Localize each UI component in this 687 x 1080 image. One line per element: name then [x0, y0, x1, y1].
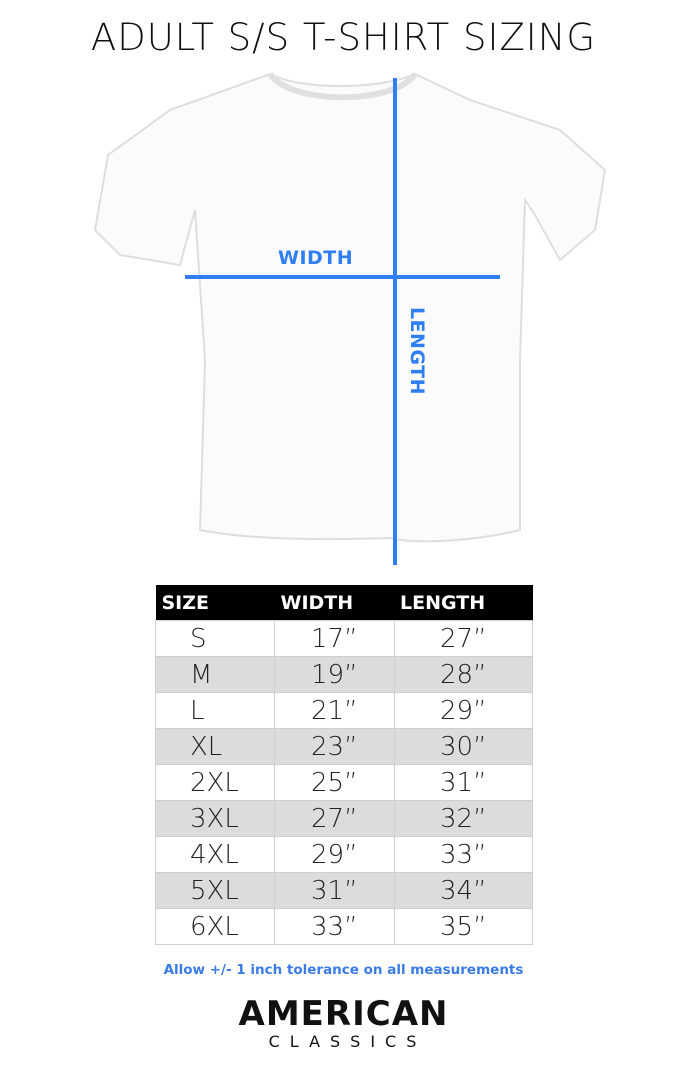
- size-cell: XL: [155, 728, 275, 765]
- size-cell: L: [155, 692, 275, 729]
- table-row: 5XL 31” 34”: [155, 872, 534, 909]
- width-cell: 21”: [274, 692, 395, 729]
- length-cell: 32”: [393, 800, 534, 837]
- logo-american: AMERICAN: [238, 994, 449, 1034]
- size-cell: 2XL: [155, 764, 275, 801]
- width-cell: 27”: [274, 800, 395, 837]
- tshirt-diagram: [93, 72, 607, 565]
- header-length: LENGTH: [394, 585, 533, 621]
- length-cell: 34”: [393, 872, 534, 909]
- tshirt-collar: [267, 72, 418, 101]
- table-row: S 17” 27”: [155, 620, 534, 657]
- width-label: WIDTH: [278, 247, 354, 269]
- length-cell: 35”: [393, 908, 534, 945]
- size-cell: M: [155, 656, 275, 693]
- size-cell: 6XL: [155, 908, 275, 945]
- logo-classics: CLASSICS: [268, 1032, 427, 1051]
- length-cell: 33”: [393, 836, 534, 873]
- header-width: WIDTH: [274, 585, 395, 621]
- size-cell: 3XL: [155, 800, 275, 837]
- width-cell: 19”: [274, 656, 395, 693]
- table-row: L 21” 29”: [155, 692, 534, 729]
- length-cell: 30”: [393, 728, 534, 765]
- width-cell: 17”: [274, 620, 395, 657]
- width-cell: 29”: [274, 836, 395, 873]
- size-cell: 5XL: [155, 872, 275, 909]
- table-row: 3XL 27” 32”: [155, 800, 534, 837]
- length-cell: 28”: [393, 656, 534, 693]
- width-cell: 25”: [274, 764, 395, 801]
- table-row: 6XL 33” 35”: [155, 908, 534, 945]
- length-cell: 27”: [393, 620, 534, 657]
- width-cell: 33”: [274, 908, 395, 945]
- table-header: SIZE WIDTH LENGTH: [155, 585, 533, 621]
- tolerance-note: Allow +/- 1 inch tolerance on all measur…: [163, 962, 524, 978]
- size-cell: S: [155, 620, 275, 657]
- page-title: ADULT S/S T-SHIRT SIZING: [90, 16, 597, 59]
- length-label: LENGTH: [406, 306, 428, 396]
- table-row: 4XL 29” 33”: [155, 836, 534, 873]
- length-cell: 31”: [393, 764, 534, 801]
- header-size: SIZE: [155, 585, 275, 621]
- size-cell: 4XL: [155, 836, 275, 873]
- table-row: XL 23” 30”: [155, 728, 534, 765]
- width-cell: 31”: [274, 872, 395, 909]
- size-table: SIZE WIDTH LENGTH S 17” 27” M 19” 28” L 21” 29” X…: [155, 585, 534, 945]
- tshirt-shape: [93, 72, 607, 543]
- width-cell: 23”: [274, 728, 395, 765]
- length-cell: 29”: [393, 692, 534, 729]
- table-row: 2XL 25” 31”: [155, 764, 534, 801]
- table-row: M 19” 28”: [155, 656, 534, 693]
